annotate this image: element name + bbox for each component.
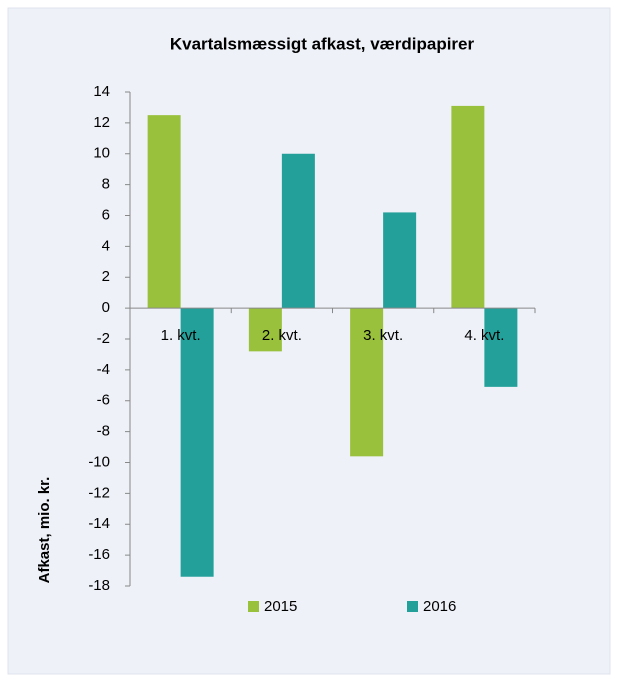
x-tick-label: 2. kvt. [262,327,302,344]
legend-swatch [248,601,259,612]
y-tick-label: 0 [102,299,110,316]
legend-label: 2016 [423,598,456,615]
x-tick-label: 3. kvt. [363,327,403,344]
bar [248,308,282,352]
y-tick-label: 14 [93,83,110,100]
bar [180,308,214,577]
bar [484,308,518,387]
bar [383,212,417,309]
y-tick-label: -18 [88,577,110,594]
bar [281,153,315,309]
legend-label: 2015 [264,598,297,615]
y-tick-label: -6 [97,392,110,409]
x-tick-label: 1. kvt. [161,327,201,344]
bar [147,115,181,309]
y-tick-label: -14 [88,515,110,532]
bar [350,308,384,457]
y-tick-label: 2 [102,268,110,285]
y-axis-label: Afkast, mio. kr. [36,477,53,584]
y-tick-label: -16 [88,546,110,563]
y-tick-label: 10 [93,145,110,162]
y-tick-label: -2 [97,330,110,347]
chart-title: Kvartalsmæssigt afkast, værdipapirer [170,34,475,53]
x-tick-label: 4. kvt. [464,327,504,344]
y-tick-label: 4 [102,237,110,254]
y-tick-label: 6 [102,206,110,223]
y-tick-label: 8 [102,176,110,193]
bar [451,105,485,309]
y-tick-label: -12 [88,484,110,501]
y-tick-label: 12 [93,114,110,131]
y-tick-label: -8 [97,423,110,440]
y-tick-label: -10 [88,453,110,470]
legend-swatch [407,601,418,612]
y-tick-label: -4 [97,361,110,378]
